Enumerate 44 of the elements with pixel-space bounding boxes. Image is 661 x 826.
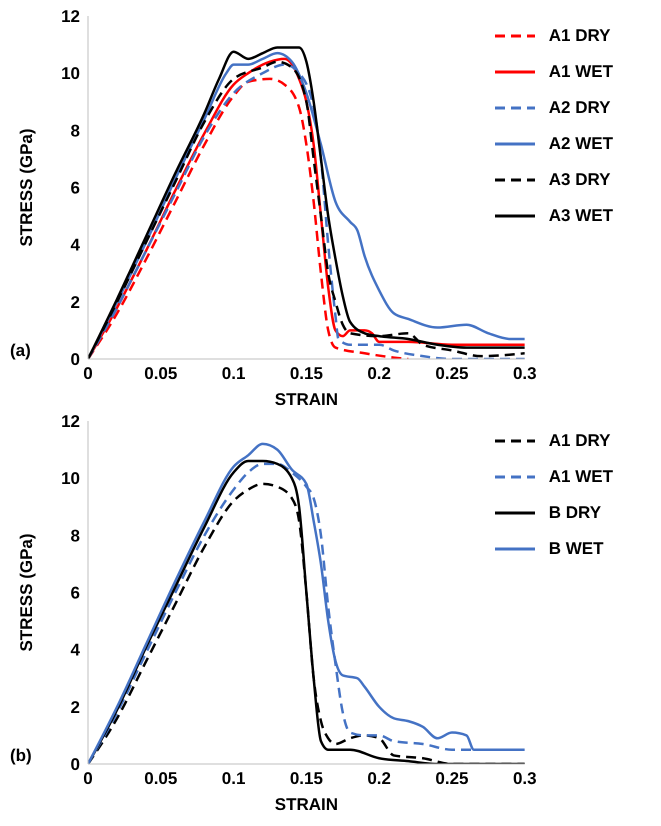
legend-label: A3 DRY xyxy=(548,170,610,190)
legend-label: A1 WET xyxy=(548,467,613,487)
legend-label: A1 DRY xyxy=(548,26,610,46)
y-tick-label: 6 xyxy=(70,178,80,198)
x-tick-label: 0.15 xyxy=(290,769,323,788)
x-tick-label: 0 xyxy=(83,364,93,384)
x-tick-label: 0.1 xyxy=(222,769,246,788)
y-tick-label: 12 xyxy=(61,412,80,432)
y-axis-title: STRESS (GPa) xyxy=(17,533,36,652)
y-tick-label: 2 xyxy=(70,698,80,717)
y-tick-label: 4 xyxy=(70,640,81,660)
x-tick-label: 0 xyxy=(83,769,93,788)
y-tick-label: 0 xyxy=(70,755,80,774)
x-tick-label: 0.15 xyxy=(290,364,323,384)
x-axis-title: STRAIN xyxy=(274,390,338,409)
text: (a) xyxy=(10,341,31,361)
legend-label: A1 WET xyxy=(548,62,613,82)
x-tick-label: 0.1 xyxy=(222,364,246,384)
y-tick-label: 10 xyxy=(61,469,80,488)
x-tick-label: 0.3 xyxy=(512,364,537,384)
y-tick-label: 8 xyxy=(70,526,80,546)
legend-label: A1 DRY xyxy=(548,431,610,451)
legend-label: B DRY xyxy=(548,503,602,523)
x-tick-label: 0.05 xyxy=(144,769,178,788)
y-axis-title: STRESS (GPa) xyxy=(17,128,36,247)
y-tick-label: 2 xyxy=(70,292,80,312)
y-tick-label: 10 xyxy=(61,64,80,84)
x-tick-label: 0.3 xyxy=(512,769,537,788)
x-tick-label: 0.2 xyxy=(367,769,391,788)
text: (b) xyxy=(10,746,32,766)
x-tick-label: 0.2 xyxy=(367,364,391,384)
legend-label: A2 WET xyxy=(548,134,613,154)
legend-label: B WET xyxy=(548,539,604,559)
x-tick-label: 0.25 xyxy=(435,364,469,384)
legend-label: A3 WET xyxy=(548,206,613,226)
x-axis-title: STRAIN xyxy=(274,795,338,814)
y-tick-label: 12 xyxy=(61,7,80,26)
x-tick-label: 0.25 xyxy=(435,769,469,788)
y-tick-label: 6 xyxy=(70,584,80,603)
y-tick-label: 8 xyxy=(70,121,80,140)
x-tick-label: 0.05 xyxy=(144,364,178,384)
y-tick-label: 4 xyxy=(70,236,81,255)
legend-label: A2 DRY xyxy=(548,98,610,118)
y-tick-label: 0 xyxy=(70,350,80,370)
